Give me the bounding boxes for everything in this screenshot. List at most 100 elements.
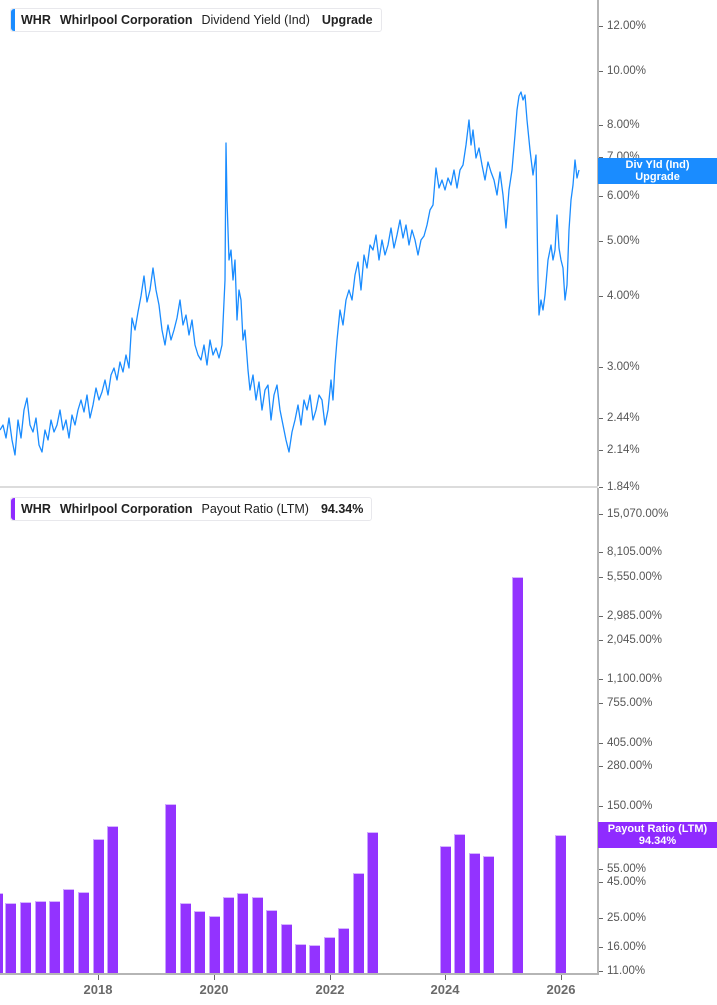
y-tick-label: 4.00% [607,290,640,302]
x-tick-label: 2026 [546,982,576,997]
panel-divider[interactable] [0,486,598,488]
bar[interactable] [555,835,566,974]
y-tick [599,241,603,242]
y-tick [599,196,603,197]
bar[interactable] [49,901,60,974]
bar[interactable] [180,903,191,974]
y-tick-label: 1.84% [607,481,640,493]
y-tick [599,616,603,617]
payout-ratio-current-badge: Payout Ratio (LTM) 94.34% [598,822,717,848]
bar[interactable] [93,839,104,974]
y-tick-label: 15,070.00% [607,508,669,520]
y-tick [599,679,603,680]
payout-ratio-legend[interactable]: WHR Whirlpool Corporation Payout Ratio (… [10,497,373,521]
dividend-yield-y-axis[interactable] [597,0,599,486]
x-tick [98,975,99,980]
y-tick [599,552,603,553]
y-tick-label: 2,045.00% [607,634,662,646]
x-tick-label: 2024 [430,982,460,997]
bar[interactable] [483,856,494,974]
bar[interactable] [338,928,349,974]
y-tick-label: 12.00% [607,20,647,32]
bar[interactable] [266,910,277,974]
bar[interactable] [309,945,320,974]
bar[interactable] [324,937,335,974]
y-tick-label: 8,105.00% [607,546,662,558]
legend-company: Whirlpool Corporation [59,13,193,27]
y-tick [599,418,603,419]
y-tick-label: 5.00% [607,235,640,247]
bar[interactable] [78,892,89,974]
dividend-yield-legend[interactable]: WHR Whirlpool Corporation Dividend Yield… [10,8,382,32]
y-tick-label: 55.00% [607,863,647,875]
legend-value[interactable]: Upgrade [321,13,373,27]
series-color-swatch [11,498,15,520]
bar[interactable] [353,873,364,974]
y-tick-label: 405.00% [607,737,653,749]
y-tick [599,806,603,807]
y-tick-label: 11.00% [607,965,646,977]
y-tick [599,766,603,767]
y-tick [599,743,603,744]
x-axis[interactable] [0,973,599,975]
y-tick-label: 45.00% [607,876,647,888]
payout-ratio-y-axis[interactable] [597,488,599,975]
bar[interactable] [237,893,248,974]
y-tick [599,703,603,704]
bar[interactable] [281,924,292,974]
y-tick [599,367,603,368]
y-tick-label: 16.00% [607,941,647,953]
y-tick [599,869,603,870]
y-tick [599,971,603,972]
series-color-swatch [11,9,15,31]
y-tick [599,514,603,515]
bar[interactable] [165,804,176,974]
badge-value[interactable]: Upgrade [635,171,680,183]
bar[interactable] [252,897,263,974]
y-tick-label: 8.00% [607,119,640,131]
y-tick [599,487,603,488]
bar[interactable] [194,911,205,974]
bar[interactable] [367,832,378,974]
x-tick-label: 2022 [315,982,345,997]
legend-company: Whirlpool Corporation [59,502,193,516]
x-tick-label: 2018 [83,982,113,997]
y-tick-label: 25.00% [607,912,647,924]
bar[interactable] [512,577,523,974]
bar[interactable] [209,916,220,974]
badge-label: Div Yld (Ind) [625,159,690,171]
bar[interactable] [107,826,118,974]
legend-value: 94.34% [320,502,364,516]
bar[interactable] [223,897,234,974]
dividend-yield-line-chart[interactable] [0,0,597,486]
x-tick-label: 2020 [199,982,229,997]
dividend-yield-current-badge: Div Yld (Ind) Upgrade [598,158,717,184]
y-tick-label: 150.00% [607,800,653,812]
y-tick [599,71,603,72]
bar[interactable] [35,901,46,974]
bar[interactable] [5,903,16,974]
y-tick [599,296,603,297]
y-tick-label: 10.00% [607,65,647,77]
badge-label: Payout Ratio (LTM) [607,823,708,835]
y-tick-label: 2.44% [607,412,640,424]
bar[interactable] [20,902,31,974]
bar[interactable] [440,846,451,974]
legend-metric: Payout Ratio (LTM) [201,502,309,516]
y-tick-label: 6.00% [607,190,640,202]
y-tick [599,640,603,641]
y-tick [599,125,603,126]
y-tick [599,947,603,948]
bar[interactable] [469,853,480,974]
legend-ticker: WHR [21,502,51,516]
bar[interactable] [63,889,74,974]
bar[interactable] [295,944,306,974]
y-tick-label: 280.00% [607,760,653,772]
x-tick [330,975,331,980]
y-tick [599,882,603,883]
bar[interactable] [454,834,465,974]
bar[interactable] [0,893,3,974]
y-tick [599,577,603,578]
y-tick [599,450,603,451]
y-tick-label: 2.14% [607,444,640,456]
